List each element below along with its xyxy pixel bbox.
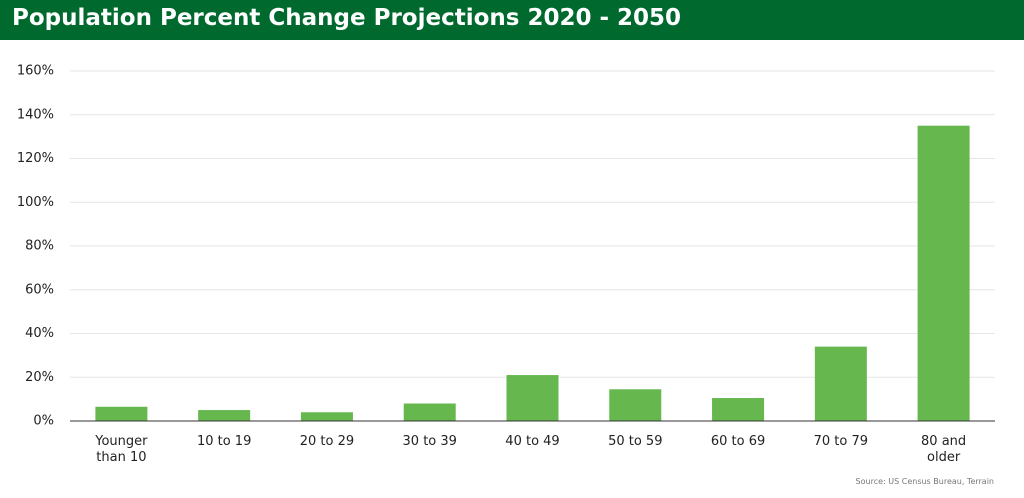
- bar: [198, 410, 251, 421]
- y-tick-label: 20%: [25, 370, 54, 385]
- y-tick-label: 60%: [25, 282, 54, 297]
- x-tick-label: 60 to 69: [710, 434, 766, 449]
- bar: [506, 375, 559, 421]
- bar: [917, 125, 970, 421]
- y-tick-label: 140%: [17, 107, 54, 122]
- bar: [300, 412, 353, 421]
- y-tick-label: 160%: [17, 64, 54, 79]
- source-note: Source: US Census Bureau, Terrain: [855, 477, 994, 486]
- x-tick-label: 50 to 59: [608, 434, 663, 449]
- header-band: Population Percent Change Projections 20…: [0, 0, 1024, 40]
- bar: [609, 389, 662, 421]
- x-tick-label: 20 to 29: [299, 434, 355, 449]
- y-tick-label: 120%: [17, 151, 54, 166]
- bar: [712, 398, 765, 421]
- x-tick-label: Younger than 10: [95, 434, 148, 465]
- x-tick-label: 70 to 79: [813, 434, 869, 449]
- x-tick-label: 40 to 49: [505, 434, 560, 449]
- y-tick-label: 80%: [25, 239, 54, 254]
- y-tick-label: 100%: [17, 195, 54, 210]
- bar: [95, 406, 148, 421]
- y-tick-label: 0%: [33, 414, 54, 429]
- x-tick-label: 80 and older: [921, 434, 967, 465]
- bar: [814, 346, 867, 421]
- bar: [403, 403, 456, 421]
- chart-title: Population Percent Change Projections 20…: [12, 5, 682, 31]
- x-tick-label: 10 to 19: [196, 434, 252, 449]
- y-tick-label: 40%: [25, 326, 54, 341]
- x-tick-label: 30 to 39: [402, 434, 457, 449]
